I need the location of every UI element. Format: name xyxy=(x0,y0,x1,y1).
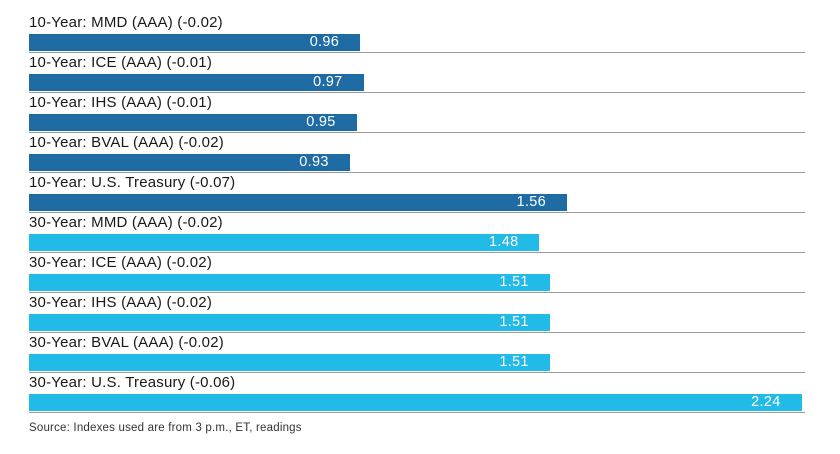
bar-value-label: 1.48 xyxy=(489,234,519,250)
row-label: 30-Year: MMD (AAA) (-0.02) xyxy=(29,214,223,231)
bar-value-label: 0.96 xyxy=(309,34,340,50)
row-label: 30-Year: BVAL (AAA) (-0.02) xyxy=(29,334,224,351)
chart-row: 30-Year: ICE (AAA) (-0.02) 1.51 xyxy=(29,252,805,293)
row-label: 10-Year: MMD (AAA) (-0.02) xyxy=(29,14,223,31)
chart-row: 10-Year: ICE (AAA) (-0.01) 0.97 xyxy=(29,52,805,93)
chart-row: 10-Year: MMD (AAA) (-0.02) 0.96 xyxy=(29,12,805,53)
bar-track: 1.51 xyxy=(29,314,805,333)
bar-value-label: 1.56 xyxy=(516,194,546,210)
bar: 0.93 xyxy=(29,154,350,171)
bar: 1.48 xyxy=(29,234,540,251)
chart-row: 30-Year: BVAL (AAA) (-0.02) 1.51 xyxy=(29,332,805,373)
row-label: 30-Year: U.S. Treasury (-0.06) xyxy=(29,374,236,391)
row-label: 30-Year: IHS (AAA) (-0.02) xyxy=(29,294,213,311)
bar-chart: 10-Year: MMD (AAA) (-0.02) 0.96 10-Year: I… xyxy=(29,12,805,413)
bar: 1.51 xyxy=(29,354,550,371)
bar-track: 1.51 xyxy=(29,354,805,373)
bar-track: 1.48 xyxy=(29,234,805,253)
chart-row: 30-Year: IHS (AAA) (-0.02) 1.51 xyxy=(29,292,805,333)
bar-value-label: 1.51 xyxy=(499,274,529,290)
bar: 0.95 xyxy=(29,114,357,131)
row-label: 30-Year: ICE (AAA) (-0.02) xyxy=(29,254,213,271)
chart-row: 30-Year: U.S. Treasury (-0.06) 2.24 xyxy=(29,372,805,413)
chart-row: 10-Year: BVAL (AAA) (-0.02) 0.93 xyxy=(29,132,805,173)
source-note: Source: Indexes used are from 3 p.m., ET… xyxy=(29,422,302,434)
bar: 2.24 xyxy=(29,394,802,411)
bar-value-label: 2.24 xyxy=(751,394,781,410)
bar-value-label: 0.97 xyxy=(313,74,343,90)
row-label: 10-Year: BVAL (AAA) (-0.02) xyxy=(29,134,224,151)
bar-track: 0.96 xyxy=(29,34,805,53)
bar-track: 1.56 xyxy=(29,194,805,213)
bar-value-label: 0.93 xyxy=(299,154,329,170)
bar: 1.56 xyxy=(29,194,567,211)
bar-value-label: 0.95 xyxy=(306,114,336,130)
chart-row: 10-Year: U.S. Treasury (-0.07) 1.56 xyxy=(29,172,805,213)
row-label: 10-Year: IHS (AAA) (-0.01) xyxy=(29,94,213,111)
row-label: 10-Year: ICE (AAA) (-0.01) xyxy=(29,54,213,71)
bar: 0.96 xyxy=(29,34,361,51)
chart-row: 10-Year: IHS (AAA) (-0.01) 0.95 xyxy=(29,92,805,133)
bar-value-label: 1.51 xyxy=(499,314,529,330)
bar-track: 1.51 xyxy=(29,274,805,293)
chart-row: 30-Year: MMD (AAA) (-0.02) 1.48 xyxy=(29,212,805,253)
bar: 0.97 xyxy=(29,74,364,91)
bar: 1.51 xyxy=(29,274,550,291)
bar-track: 2.24 xyxy=(29,394,805,413)
row-label: 10-Year: U.S. Treasury (-0.07) xyxy=(29,174,236,191)
bar: 1.51 xyxy=(29,314,550,331)
bar-track: 0.95 xyxy=(29,114,805,133)
bar-track: 0.97 xyxy=(29,74,805,93)
bar-value-label: 1.51 xyxy=(499,354,529,370)
bar-track: 0.93 xyxy=(29,154,805,173)
